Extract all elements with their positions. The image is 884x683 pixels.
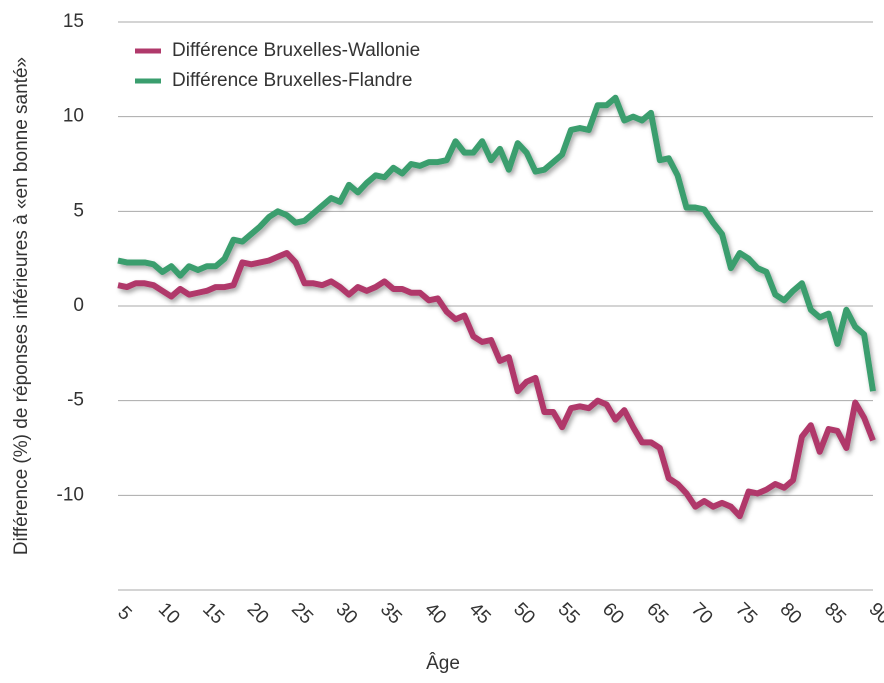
legend-label: Différence Bruxelles-Wallonie bbox=[172, 40, 420, 61]
y-tick-label: 5 bbox=[73, 200, 84, 221]
y-tick-label: -10 bbox=[57, 484, 84, 505]
x-tick-label: 35 bbox=[376, 599, 406, 629]
x-tick-label: 45 bbox=[465, 599, 495, 629]
legend-label: Différence Bruxelles-Flandre bbox=[172, 70, 412, 91]
x-axis-label: Âge bbox=[426, 652, 460, 674]
series-line bbox=[117, 94, 876, 392]
x-tick-label: 40 bbox=[420, 599, 450, 629]
x-tick-label: 55 bbox=[554, 599, 584, 629]
x-tick-label: 15 bbox=[198, 599, 228, 629]
x-tick-label: 30 bbox=[332, 599, 362, 629]
x-tick-label: 50 bbox=[509, 599, 539, 629]
y-tick-label: 10 bbox=[63, 106, 84, 127]
y-tick-label: -5 bbox=[67, 390, 84, 411]
y-tick-label: 0 bbox=[73, 295, 84, 316]
x-tick-label: 5 bbox=[113, 602, 135, 624]
x-tick-label: 80 bbox=[776, 599, 806, 629]
y-tick-label: 15 bbox=[63, 11, 84, 32]
y-axis-label: Différence (%) de réponses inférieures à… bbox=[11, 57, 32, 555]
x-tick-label: 90 bbox=[864, 599, 884, 629]
x-tick-label: 60 bbox=[598, 599, 628, 629]
x-tick-label: 85 bbox=[820, 599, 850, 629]
x-tick-label: 20 bbox=[243, 599, 273, 629]
x-tick-label: 10 bbox=[154, 599, 184, 629]
x-tick-label: 65 bbox=[642, 599, 672, 629]
x-tick-label: 75 bbox=[731, 599, 761, 629]
series-line bbox=[117, 249, 876, 520]
x-tick-label: 25 bbox=[287, 599, 317, 629]
x-tick-label: 70 bbox=[687, 599, 717, 629]
